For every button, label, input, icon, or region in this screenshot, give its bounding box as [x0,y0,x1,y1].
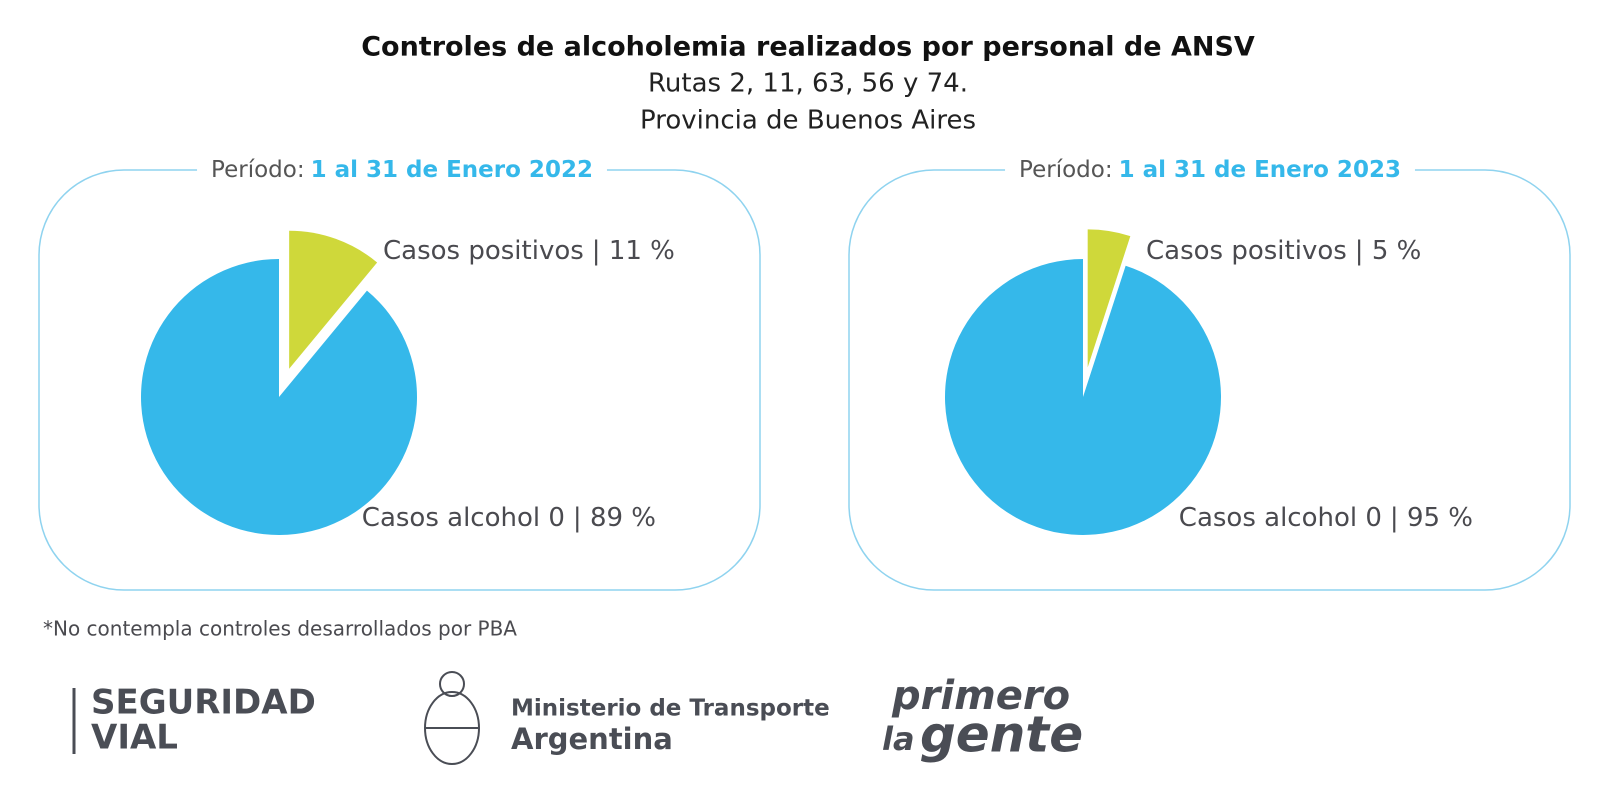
logo-text: primero [891,673,1070,719]
pie-chart: Período: 1 al 31 de Enero 2022 Casos posit… [141,154,675,535]
footnote: *No contempla controles desarrollados po… [43,617,517,641]
period-label: Período: 1 al 31 de Enero 2023 [1019,157,1401,183]
pie-chart: Período: 1 al 31 de Enero 2023 Casos posit… [944,154,1473,535]
slice-label: Casos positivos | 11 % [383,236,675,266]
period-label: Período: 1 al 31 de Enero 2022 [211,157,593,183]
subtitle: Provincia de Buenos Aires [640,106,976,136]
slice-value-label: | 11 % [592,236,675,266]
slice-label: Casos alcohol 0 | 89 % [362,503,656,533]
subtitle: Rutas 2, 11, 63, 56 y 74. [648,69,968,99]
period-value: 1 al 31 de Enero 2023 [1119,157,1401,183]
title: Controles de alcoholemia realizados por … [361,32,1255,63]
slice-category: Casos positivos [383,236,584,266]
logo-text: SEGURIDAD [91,683,316,723]
pie-slice [289,230,378,369]
pie-slice [944,259,1221,535]
pie-slice [141,259,418,535]
emblem [424,671,480,765]
period-background [1005,154,1415,185]
slice-label: Casos positivos | 5 % [1146,236,1421,266]
logo-text: VIAL [91,718,178,758]
slice-category: Casos alcohol 0 [1179,503,1382,533]
slice-label: Casos alcohol 0 | 95 % [1179,503,1473,533]
pie-slice [1087,229,1131,368]
period-prefix: Período: [211,157,305,183]
logo-text: Ministerio de Transporte [511,696,830,722]
slice-value-label: | 89 % [573,503,656,533]
period-prefix: Período: [1019,157,1113,183]
logo-text: gente [920,706,1083,764]
logo-text: Argentina [511,722,673,756]
slice-value-label: | 5 % [1355,236,1422,266]
logo-text: la [882,720,915,758]
period-background [197,154,607,185]
slice-category: Casos positivos [1146,236,1347,266]
slice-category: Casos alcohol 0 [362,503,565,533]
period-value: 1 al 31 de Enero 2022 [311,157,593,183]
slice-value-label: | 95 % [1390,503,1473,533]
